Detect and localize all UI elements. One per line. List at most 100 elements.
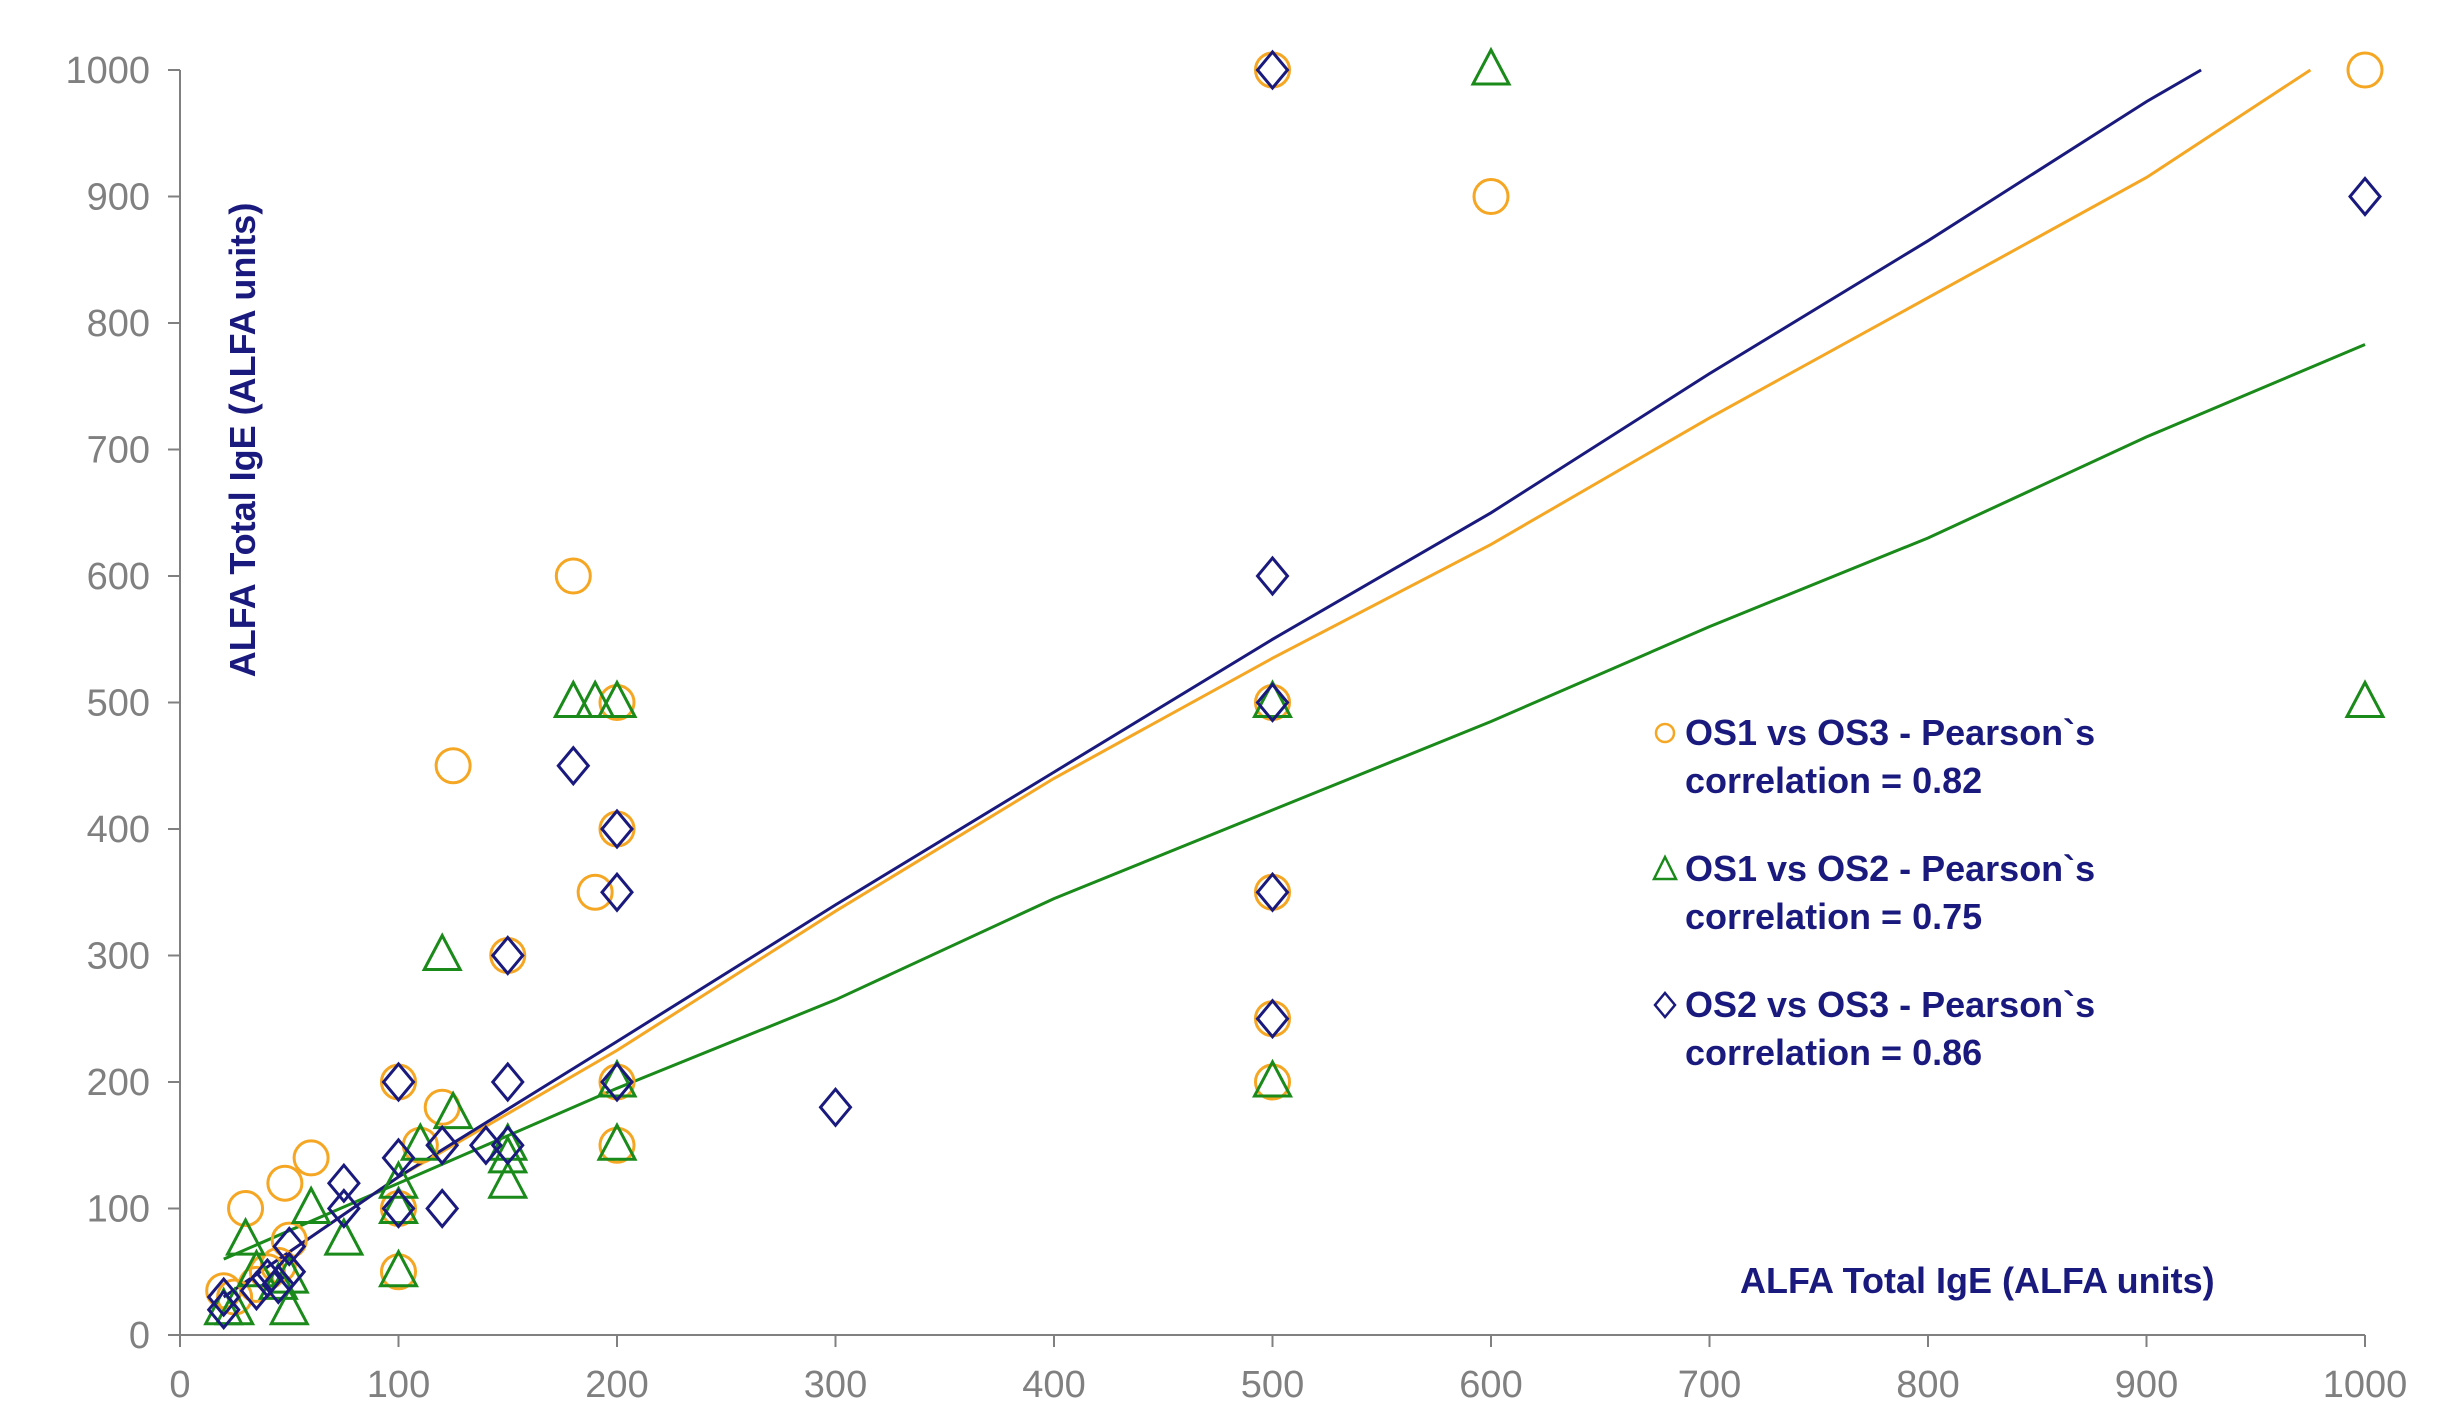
triangle-point [323,1216,365,1256]
diamond-point [2348,176,2382,217]
legend-label-line2: correlation = 0.86 [1685,1032,1982,1073]
legend-label-line2: correlation = 0.82 [1685,760,1982,801]
diamond-point [381,1137,416,1179]
legend: OS1 vs OS3 - Pearson`s correlation = 0.82… [1651,712,2095,1073]
diamond-series-trend-line [222,68,2202,1299]
legend-diamond-icon [1653,991,1677,1019]
diamond-point [272,1251,307,1293]
triangle-series-trend-line [223,343,2366,1261]
x-tick-label: 0 [169,1364,190,1406]
y-tick-label: 100 [87,1189,150,1231]
legend-circle-icon [1654,722,1676,744]
diamond-point [600,871,634,913]
diamond-point [600,1061,634,1103]
triangle-point [268,1286,310,1326]
diamond-point [272,1226,307,1267]
triangle-point [1252,1058,1293,1098]
triangle-point [214,1286,256,1326]
triangle-point [574,679,616,718]
diamond-point [1255,998,1290,1040]
triangle-point [290,1185,332,1224]
y-tick-label: 900 [87,177,150,219]
diamond-point [250,1257,285,1299]
trend-lines [222,68,2366,1299]
circle-point [1254,51,1291,89]
triangle-point [1470,46,1512,86]
x-ticks: 0 100 200 300 400 500 600 700 800 900 1000 [169,1335,2407,1406]
circle-point [554,557,592,595]
x-axis-title: ALFA Total IgE (ALFA units) [1740,1260,2215,1301]
diamond-point [206,1276,241,1318]
diamond-point [490,1061,525,1103]
legend-triangle-icon [1651,854,1679,881]
diamond-point [1255,49,1290,91]
x-tick-label: 100 [367,1364,430,1406]
y-tick-label: 0 [129,1315,150,1357]
circle-point [227,1190,265,1227]
diamond-point [425,1188,460,1229]
diamond-point [1255,682,1290,723]
y-ticks: 0 100 200 300 400 500 600 700 800 900 1000 [65,50,180,1357]
circle-point [434,747,472,785]
x-tick-label: 1000 [2323,1364,2408,1406]
y-tick-label: 700 [87,430,150,472]
diamond-point [326,1188,361,1229]
circle-point [598,810,636,848]
y-tick-label: 500 [87,683,150,725]
x-tick-label: 800 [1896,1364,1959,1406]
triangle-point [2344,679,2386,718]
x-tick-label: 900 [2115,1364,2178,1406]
data-markers [203,46,2386,1331]
circle-point [576,873,614,911]
circle-series-trend-line [222,68,2312,1299]
diamond-point [425,1124,460,1166]
y-axis-title: ALFA Total IgE (ALFA units) [222,203,263,678]
triangle-point [1252,679,1293,718]
triangle-point [596,1058,638,1098]
diamond-point [261,1264,296,1305]
triangle-point [487,1134,529,1174]
y-tick-label: 600 [87,556,150,598]
diamond-point [490,1124,525,1166]
plot-area: 0 100 200 300 400 500 600 700 800 900 1000 0 100 200… [65,46,2407,1406]
circle-point [266,1164,304,1202]
legend-label-line1: OS1 vs OS3 - Pearson`s [1685,712,2095,753]
legend-label-line1: OS1 vs OS2 - Pearson`s [1685,848,2095,889]
triangle-point [225,1216,267,1256]
diamond-point [381,1188,416,1229]
x-tick-label: 400 [1022,1364,1085,1406]
diamond-point [490,935,525,976]
y-tick-label: 1000 [65,50,150,92]
x-tick-label: 200 [585,1364,648,1406]
circle-point [1254,1000,1291,1038]
circle-point [380,1063,417,1101]
triangle-point [596,1122,638,1161]
triangle-point [378,1159,419,1199]
circle-point [2346,51,2384,89]
x-tick-label: 300 [804,1364,867,1406]
triangle-point [378,1185,419,1224]
circle-point [489,937,527,974]
x-tick-label: 700 [1678,1364,1741,1406]
y-tick-label: 300 [87,936,150,978]
triangle-point [552,679,594,718]
triangle-point [596,679,638,718]
y-tick-label: 400 [87,809,150,851]
legend-label-line1: OS2 vs OS3 - Pearson`s [1685,984,2095,1025]
diamond-point [381,1061,416,1103]
circle-point [292,1139,330,1177]
diamond-point [818,1086,853,1128]
diamond-point [1255,555,1290,597]
triangle-point [487,1159,529,1199]
x-tick-label: 600 [1459,1364,1522,1406]
diamond-point [556,745,591,787]
diamond-point [600,808,634,850]
triangle-point [235,1248,277,1288]
legend-label-line2: correlation = 0.75 [1685,896,1982,937]
triangle-point [378,1248,419,1288]
circle-point [1254,873,1291,911]
triangle-point [432,1090,474,1130]
diamond-point [326,1162,361,1204]
diamond-point [239,1270,274,1312]
